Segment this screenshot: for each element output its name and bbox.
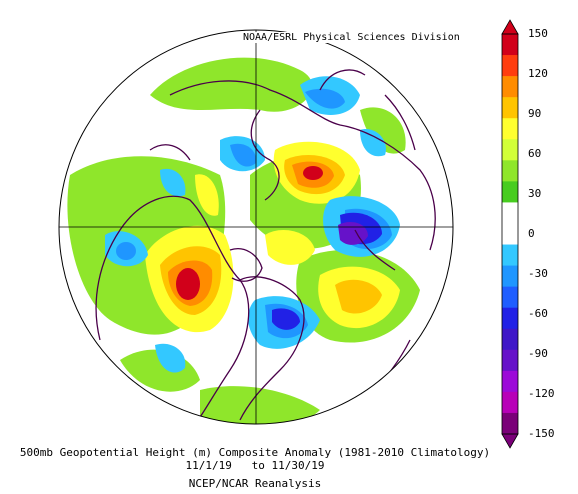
colorbar-swatch [502, 244, 518, 267]
colorbar-swatch [502, 160, 518, 182]
colorbar-swatch [502, 223, 518, 246]
anomaly-band-150 [176, 166, 323, 300]
colorbar-swatch [502, 412, 518, 435]
colorbar-frame [501, 33, 519, 435]
positive-anomaly-northern-siberia [303, 166, 323, 180]
colorbar-tick-label: 90 [528, 107, 542, 120]
positive-anomaly-western-north-america [176, 268, 200, 300]
colorbar-tick-label: 30 [528, 187, 542, 200]
colorbar [501, 19, 519, 449]
colorbar-swatch [502, 370, 518, 393]
colorbar-max-arrow [501, 19, 519, 35]
colorbar-swatch [502, 118, 518, 140]
colorbar-swatch [502, 202, 518, 224]
colorbar-swatch [502, 55, 518, 77]
colorbar-swatch [502, 391, 518, 414]
colorbar-swatch [502, 34, 518, 56]
colorbar-swatch [502, 286, 518, 309]
colorbar-tick-label: -90 [528, 347, 548, 360]
credit-label: NOAA/ESRL Physical Sciences Division [240, 32, 463, 43]
colorbar-tick-label: -30 [528, 267, 548, 280]
colorbar-swatch [502, 97, 518, 119]
caption-title: 500mb Geopotential Height (m) Composite … [19, 446, 491, 459]
colorbar-tick-label: 60 [528, 147, 542, 160]
map-disk-border [58, 29, 454, 425]
colorbar-tick-label: -60 [528, 307, 548, 320]
colorbar-swatch [502, 265, 518, 288]
colorbar-swatch [502, 76, 518, 98]
caption-dates: 11/1/19 to 11/30/19 [185, 459, 325, 472]
colorbar-tick-label: 0 [528, 227, 535, 240]
caption-source: NCEP/NCAR Reanalysis [188, 477, 322, 490]
colorbar-swatch [502, 181, 518, 203]
colorbar-tick-label: -150 [528, 427, 555, 440]
colorbar-swatch [502, 307, 518, 330]
colorbar-tick-label: -120 [528, 387, 555, 400]
colorbar-tick-label: 150 [528, 27, 548, 40]
colorbar-swatch [502, 349, 518, 372]
colorbar-swatch [502, 139, 518, 161]
negative-anomaly-northeast-north-america [272, 308, 300, 330]
colorbar-tick-label: 120 [528, 67, 548, 80]
colorbar-swatch [502, 328, 518, 351]
